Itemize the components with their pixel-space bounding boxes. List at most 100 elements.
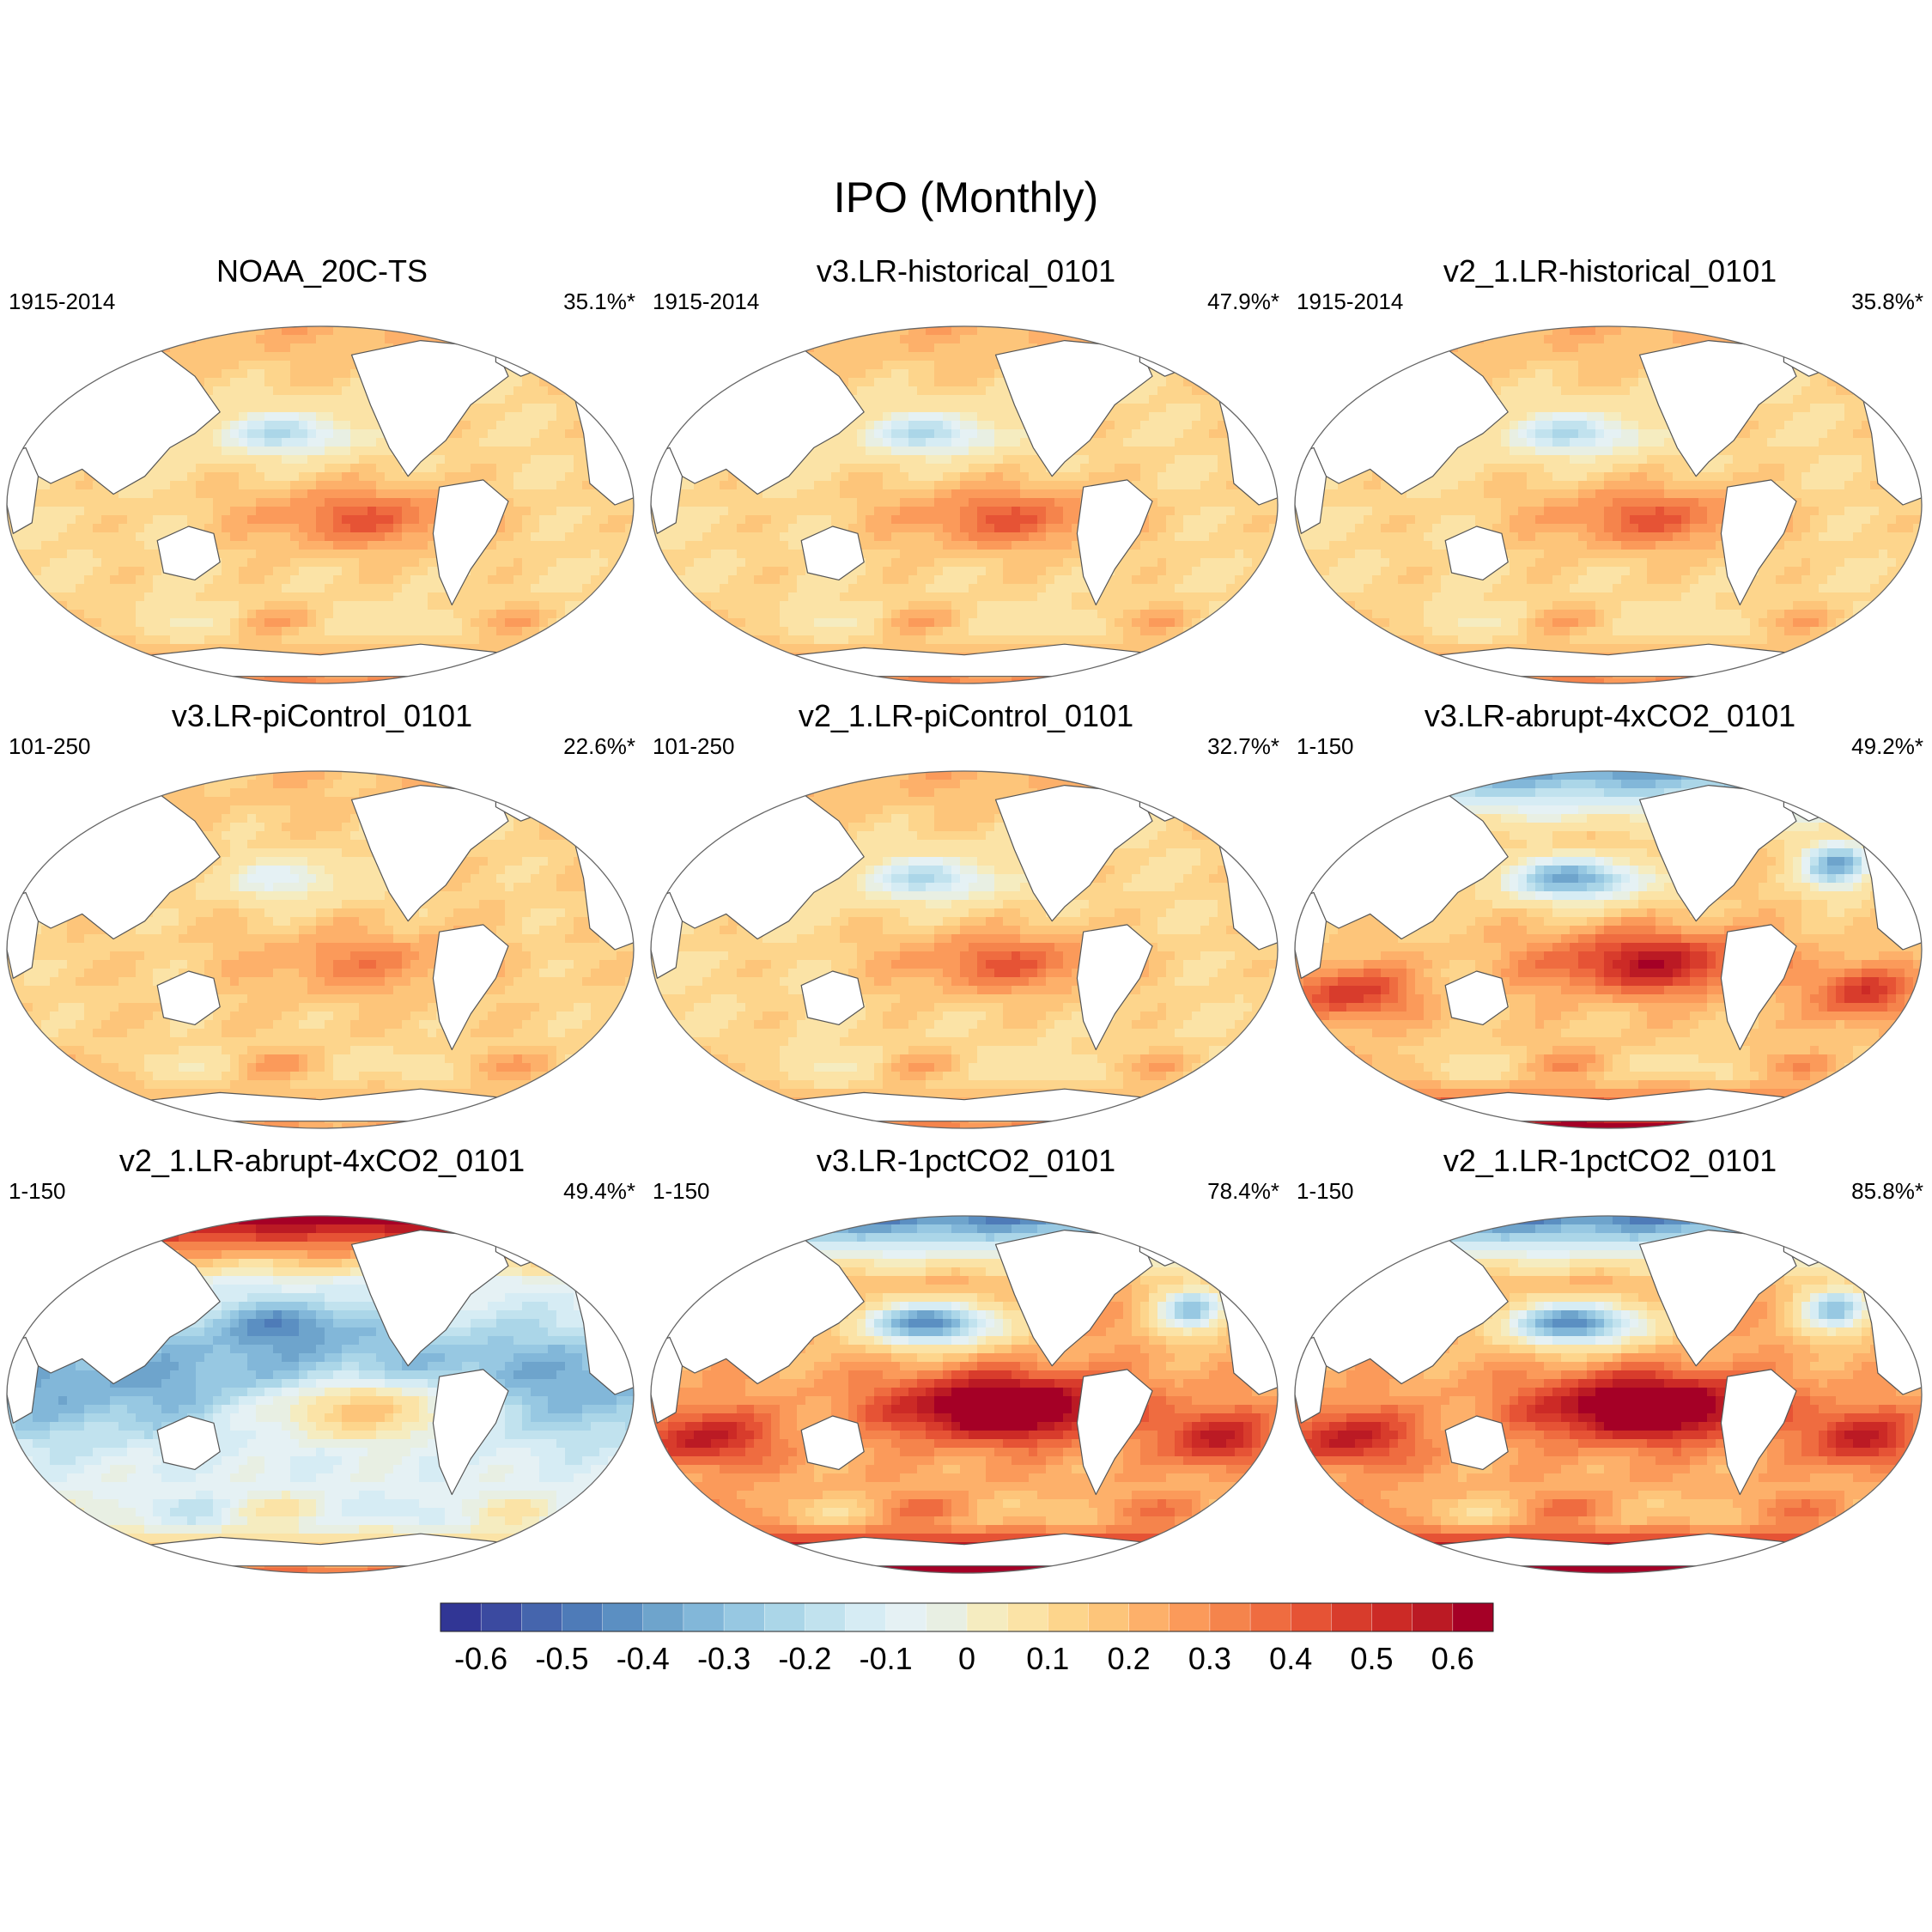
colorbar-tick-label: 0.5 — [1350, 1641, 1393, 1676]
panel-5: v2_1.LR-piControl_0101 101-250 32.7%* — [644, 697, 1288, 1144]
map-border — [6, 325, 635, 684]
continent — [1444, 970, 1509, 1025]
colorbar-tick-label: 0.3 — [1188, 1641, 1231, 1676]
continent — [7, 1336, 39, 1424]
continent — [1720, 479, 1797, 606]
colorbar-tick-label: 0.4 — [1269, 1641, 1312, 1676]
panel-title: v2_1.LR-1pctCO2_0101 — [1288, 1142, 1932, 1180]
panel-title: v3.LR-historical_0101 — [644, 252, 1288, 290]
colorbar-swatch — [1291, 1602, 1333, 1632]
continent — [1444, 526, 1509, 580]
panel-title: NOAA_20C-TS — [0, 252, 644, 290]
colorbar-swatch — [885, 1602, 927, 1632]
colorbar-tick-label: -0.4 — [617, 1641, 670, 1676]
colorbar-tick-label: 0.6 — [1431, 1641, 1474, 1676]
continent — [800, 526, 865, 580]
colorbar-swatch — [480, 1602, 523, 1632]
panel-variance: 78.4%* — [1207, 1178, 1279, 1204]
panel-period: 101-250 — [9, 733, 90, 759]
map-border — [650, 325, 1279, 684]
continent — [432, 479, 509, 606]
panel-map — [1294, 1215, 1923, 1574]
panel-period: 1915-2014 — [1297, 289, 1403, 314]
colorbar-swatch — [1048, 1602, 1090, 1632]
continent — [156, 970, 221, 1025]
map-border — [6, 770, 635, 1129]
panel-title: v2_1.LR-abrupt-4xCO2_0101 — [0, 1142, 644, 1180]
panel-1: NOAA_20C-TS 1915-2014 35.1%* — [0, 252, 644, 699]
panel-map — [650, 770, 1279, 1129]
panel-9: v2_1.LR-1pctCO2_0101 1-150 85.8%* — [1288, 1142, 1932, 1589]
colorbar-swatch — [683, 1602, 725, 1632]
panel-6: v3.LR-abrupt-4xCO2_0101 1-150 49.2%* — [1288, 697, 1932, 1144]
panel-variance: 47.9%* — [1207, 289, 1279, 314]
colorbar-tick-label: 0.1 — [1026, 1641, 1069, 1676]
panel-map — [1294, 325, 1923, 684]
figure-title: IPO (Monthly) — [0, 172, 1932, 223]
colorbar-swatch — [1006, 1602, 1049, 1632]
continent — [432, 924, 509, 1051]
colorbar-swatch — [1169, 1602, 1211, 1632]
panel-period: 1915-2014 — [9, 289, 115, 314]
panel-variance: 35.1%* — [563, 289, 635, 314]
continent — [432, 1369, 509, 1496]
continent — [1076, 479, 1153, 606]
colorbar-swatch — [1331, 1602, 1373, 1632]
panel-variance: 22.6%* — [563, 733, 635, 759]
colorbar-tick-label: -0.5 — [535, 1641, 588, 1676]
panel-map — [6, 325, 635, 684]
colorbar-swatch — [926, 1602, 968, 1632]
colorbar-swatch — [602, 1602, 644, 1632]
panel-map — [1294, 770, 1923, 1129]
panel-4: v3.LR-piControl_0101 101-250 22.6%* — [0, 697, 644, 1144]
panel-map — [650, 1215, 1279, 1574]
colorbar-tick-label: -0.2 — [778, 1641, 831, 1676]
colorbar-swatch — [1209, 1602, 1251, 1632]
continent — [1076, 924, 1153, 1051]
continent — [651, 447, 683, 534]
colorbar-swatch — [1128, 1602, 1170, 1632]
continent — [156, 1415, 221, 1470]
panel-period: 1-150 — [1297, 733, 1354, 759]
continent — [1444, 1415, 1509, 1470]
panel-8: v3.LR-1pctCO2_0101 1-150 78.4%* — [644, 1142, 1288, 1589]
colorbar-swatch — [642, 1602, 684, 1632]
continent — [7, 447, 39, 534]
panel-title: v3.LR-abrupt-4xCO2_0101 — [1288, 697, 1932, 735]
continent — [651, 1336, 683, 1424]
colorbar-swatch — [764, 1602, 806, 1632]
colorbar-swatch — [1088, 1602, 1130, 1632]
colorbar-swatch — [1249, 1602, 1291, 1632]
colorbar-tick-label: -0.6 — [454, 1641, 507, 1676]
map-border — [6, 1215, 635, 1574]
map-border — [650, 1215, 1279, 1574]
continent — [1295, 1336, 1327, 1424]
colorbar-frame — [440, 1602, 1494, 1632]
continent — [1720, 924, 1797, 1051]
panel-2: v3.LR-historical_0101 1915-2014 47.9%* — [644, 252, 1288, 699]
colorbar-swatch — [845, 1602, 887, 1632]
panel-map — [6, 770, 635, 1129]
panel-period: 1-150 — [9, 1178, 66, 1204]
panel-variance: 49.2%* — [1851, 733, 1923, 759]
colorbar-swatch — [1371, 1602, 1413, 1632]
panel-title: v3.LR-piControl_0101 — [0, 697, 644, 735]
continent — [800, 970, 865, 1025]
panel-period: 1-150 — [1297, 1178, 1354, 1204]
panel-7: v2_1.LR-abrupt-4xCO2_0101 1-150 49.4%* — [0, 1142, 644, 1589]
panel-variance: 85.8%* — [1851, 1178, 1923, 1204]
panel-title: v2_1.LR-historical_0101 — [1288, 252, 1932, 290]
map-border — [1294, 1215, 1923, 1574]
continent — [651, 891, 683, 979]
continent — [1720, 1369, 1797, 1496]
panel-variance: 49.4%* — [563, 1178, 635, 1204]
colorbar-swatch — [562, 1602, 604, 1632]
continent — [800, 1415, 865, 1470]
colorbar-swatch — [723, 1602, 765, 1632]
colorbar-tick-label: 0.2 — [1108, 1641, 1151, 1676]
map-border — [650, 770, 1279, 1129]
continent — [1295, 447, 1327, 534]
panel-variance: 35.8%* — [1851, 289, 1923, 314]
colorbar-tick-label: -0.1 — [860, 1641, 913, 1676]
continent — [7, 891, 39, 979]
